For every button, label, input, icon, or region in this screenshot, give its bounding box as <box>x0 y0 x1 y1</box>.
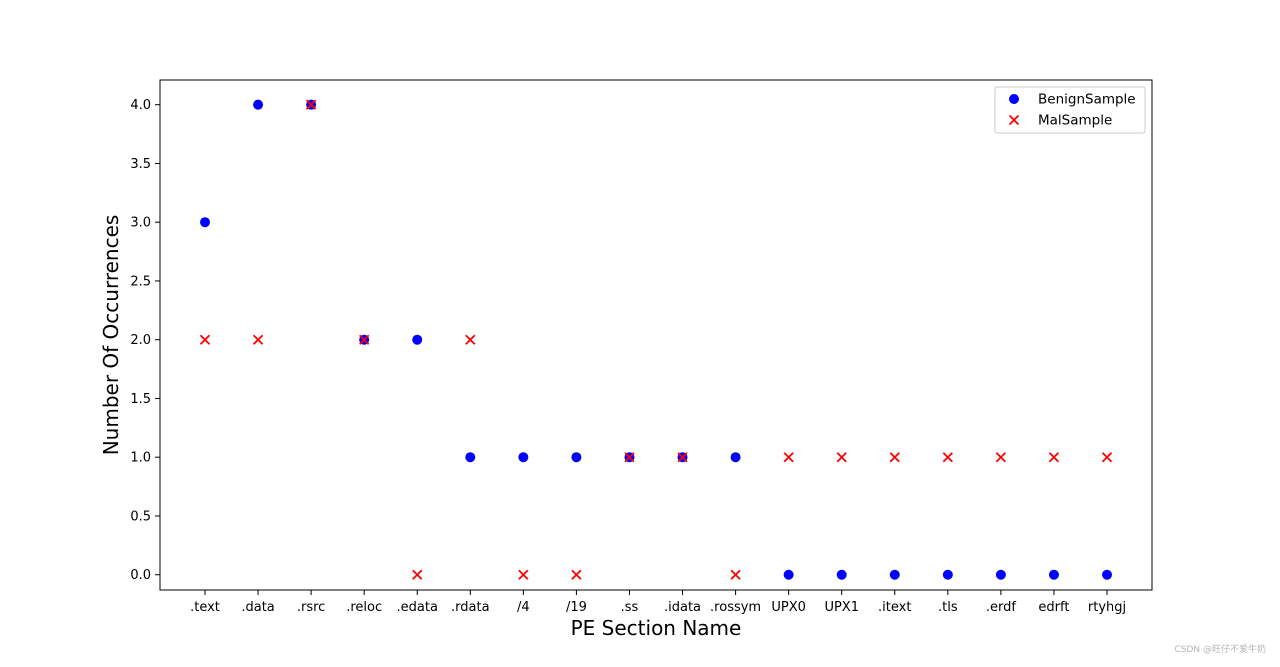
mal-point <box>783 452 794 463</box>
mal-point <box>624 452 635 463</box>
x-tick-label: UPX0 <box>771 600 806 615</box>
y-tick-label: 3.5 <box>130 157 151 172</box>
mal-point <box>571 569 582 580</box>
mal-point <box>942 452 953 463</box>
x-tick-label: .idata <box>664 600 701 615</box>
x-tick-label: UPX1 <box>824 600 859 615</box>
mal-point <box>889 452 900 463</box>
y-tick-label: 3.0 <box>130 216 151 231</box>
mal-point <box>1048 452 1060 463</box>
x-tick-label: .data <box>241 600 274 615</box>
mal-point <box>305 99 317 110</box>
x-tick-label: .itext <box>878 600 911 615</box>
mal-point <box>1101 452 1113 463</box>
legend-benign-marker <box>1009 94 1019 104</box>
mal-point <box>995 452 1007 463</box>
benign-point <box>889 569 900 580</box>
benign-point <box>253 99 264 110</box>
benign-point <box>465 452 476 463</box>
legend-mal-marker <box>1008 114 1020 126</box>
x-tick-label: .reloc <box>346 600 382 615</box>
series-MalSample <box>199 99 1113 580</box>
benign-point <box>571 452 582 463</box>
benign-point <box>942 569 953 580</box>
series-BenignSample <box>200 99 1112 580</box>
data-points <box>199 99 1113 580</box>
benign-point <box>783 569 794 580</box>
mal-point <box>199 334 211 345</box>
x-tick-label: .ss <box>621 600 639 615</box>
x-tick-label: .tls <box>938 600 958 615</box>
x-tick-label: .rdata <box>451 600 490 615</box>
mal-point <box>412 569 423 580</box>
x-tick-label: .rossym <box>710 600 761 615</box>
y-axis-label: Number Of Occurrences <box>99 215 123 456</box>
benign-point <box>518 452 529 463</box>
benign-point <box>1048 569 1059 580</box>
x-tick-label: /4 <box>517 600 530 615</box>
x-tick-label: .text <box>190 600 220 615</box>
benign-point <box>836 569 847 580</box>
y-tick-label: 2.5 <box>130 274 151 289</box>
x-tick-label: /19 <box>566 600 587 615</box>
y-tick-label: 0.5 <box>130 509 151 524</box>
legend-box <box>994 86 1146 134</box>
legend-benign-label: BenignSample <box>1038 92 1136 108</box>
mal-point <box>359 334 370 345</box>
mal-point <box>836 452 847 463</box>
benign-point <box>730 452 741 463</box>
x-tick-label: .erdf <box>986 600 1016 615</box>
plot-frame <box>159 79 1153 591</box>
x-tick-label: .edata <box>397 600 438 615</box>
y-tick-label: 1.5 <box>130 392 151 407</box>
x-tick-label: .rsrc <box>297 600 325 615</box>
legend: BenignSample MalSample <box>994 86 1146 134</box>
y-tick-label: 4.0 <box>130 98 151 113</box>
legend-mal-label: MalSample <box>1038 113 1112 129</box>
mal-point <box>518 569 529 580</box>
benign-point <box>200 217 210 228</box>
x-tick-label: edrft <box>1038 600 1069 615</box>
mal-point <box>252 334 264 345</box>
mal-point <box>730 569 741 580</box>
mal-point <box>677 452 688 463</box>
y-tick-label: 0.0 <box>130 568 151 583</box>
mal-point <box>465 334 476 345</box>
benign-point <box>1102 569 1112 580</box>
y-tick-label: 1.0 <box>130 451 151 466</box>
watermark: CSDN @旺仔不爱牛奶 <box>1174 645 1266 655</box>
x-axis-label: PE Section Name <box>571 616 742 640</box>
y-tick-label: 2.0 <box>130 333 151 348</box>
axis-ticks: .text .data .rsrc .reloc .edata .rdata/4/19 .s… <box>130 98 1126 615</box>
benign-point <box>412 334 423 345</box>
x-tick-label: rtyhgj <box>1088 600 1126 615</box>
benign-point <box>995 569 1006 580</box>
